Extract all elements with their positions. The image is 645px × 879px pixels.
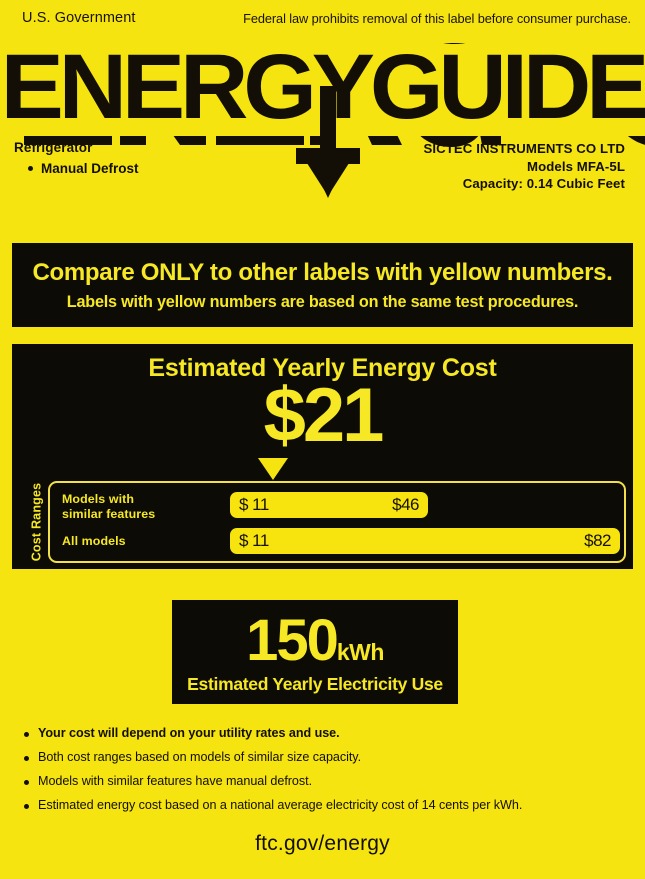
product-feature-item: Manual Defrost: [28, 161, 139, 176]
electricity-use-value-row: 150kWh: [172, 607, 458, 674]
electricity-use-unit: kWh: [336, 639, 385, 665]
header-row: U.S. Government Federal law prohibits re…: [0, 10, 645, 30]
cost-ranges-vertical-label: Cost Ranges: [26, 481, 46, 563]
cost-range-row-similar: Models with similar features $ 11 $46: [50, 490, 624, 521]
bullet-icon: [28, 166, 33, 171]
compare-headline: Compare ONLY to other labels with yellow…: [32, 258, 613, 286]
cost-ranges-label-text: Cost Ranges: [29, 482, 44, 562]
estimated-cost-amount: $21: [263, 373, 385, 458]
product-feature-label: Manual Defrost: [41, 161, 139, 176]
federal-law-notice: Federal law prohibits removal of this la…: [243, 11, 631, 26]
cost-range-label-similar-line1: Models with: [62, 492, 135, 506]
footnote-item: Estimated energy cost based on a nationa…: [24, 798, 624, 812]
bullet-icon: [24, 732, 29, 737]
capacity-value: Capacity: 0.14 Cubic Feet: [462, 176, 625, 191]
model-numbers: Models MFA-5L: [526, 158, 625, 174]
estimated-cost-panel: Estimated Yearly Energy Cost $21 Cost Ra…: [9, 341, 636, 572]
bullet-icon: [24, 756, 29, 761]
estimated-cost-title: Estimated Yearly Energy Cost: [148, 354, 497, 382]
manufacturer-name: SICTEC INSTRUMENTS CO LTD: [423, 141, 625, 156]
cost-ranges-frame: Models with similar features $ 11 $46 Al…: [48, 481, 626, 563]
cost-ranges-group: Cost Ranges Models with similar features…: [26, 481, 626, 563]
cost-range-high-all: $82: [584, 531, 611, 550]
footnote-text: Both cost ranges based on models of simi…: [38, 750, 362, 764]
cost-range-label-similar-line2: similar features: [62, 506, 156, 521]
cost-range-low-similar: $ 11: [239, 495, 269, 514]
product-type: Refrigerator: [14, 140, 93, 155]
compare-subline: Labels with yellow numbers are based on …: [66, 292, 579, 311]
electricity-use-panel: 150kWh Estimated Yearly Electricity Use: [169, 597, 461, 707]
cost-range-low-all: $ 11: [239, 531, 269, 550]
footnote-text: Estimated energy cost based on a nationa…: [38, 798, 523, 812]
footnote-item: Models with similar features have manual…: [24, 774, 624, 788]
cost-range-label-similar: Models with similar features: [62, 492, 155, 521]
cost-range-label-all: All models: [62, 534, 126, 549]
bullet-icon: [24, 804, 29, 809]
compare-banner: Compare ONLY to other labels with yellow…: [9, 240, 636, 330]
ftc-url: ftc.gov/energy: [255, 832, 390, 855]
down-arrow-icon: [296, 86, 360, 206]
footnote-text: Your cost will depend on your utility ra…: [38, 726, 340, 740]
cost-range-pointer-icon: [258, 458, 288, 480]
bullet-icon: [24, 780, 29, 785]
cost-range-bar-all: $ 11 $82: [230, 528, 620, 554]
footnote-list: Your cost will depend on your utility ra…: [24, 726, 624, 822]
cost-range-label-all-line1: All models: [62, 534, 126, 548]
footnote-item: Both cost ranges based on models of simi…: [24, 750, 624, 764]
footnote-text: Models with similar features have manual…: [38, 774, 313, 788]
electricity-use-caption: Estimated Yearly Electricity Use: [187, 674, 443, 694]
cost-range-bar-similar: $ 11 $46: [230, 492, 428, 518]
cost-range-row-all: All models $ 11 $82: [50, 526, 624, 556]
electricity-use-number: 150: [246, 608, 339, 673]
cost-range-high-similar: $46: [392, 495, 419, 514]
us-government-text: U.S. Government: [22, 10, 136, 26]
product-info-right: SICTEC INSTRUMENTS CO LTD Models MFA-5L …: [423, 140, 625, 193]
footnote-item: Your cost will depend on your utility ra…: [24, 726, 624, 740]
down-arrow-svg: [296, 86, 360, 198]
product-info-left: Refrigerator Manual Defrost: [14, 140, 139, 176]
